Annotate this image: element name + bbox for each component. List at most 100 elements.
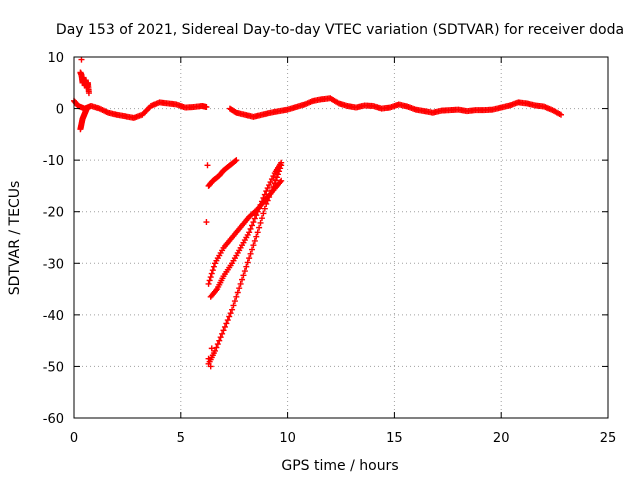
data-point — [230, 302, 237, 309]
data-point — [216, 337, 223, 344]
data-point — [208, 270, 215, 277]
data-point — [244, 259, 251, 266]
data-point — [253, 233, 260, 240]
data-point — [204, 162, 211, 169]
data-point — [205, 355, 212, 362]
data-point — [203, 219, 210, 226]
data-point — [271, 180, 278, 187]
y-tick-label: -60 — [43, 412, 64, 427]
x-tick-label: 15 — [386, 431, 403, 446]
data-point — [268, 176, 275, 183]
data-point — [206, 277, 213, 284]
data-point — [231, 298, 238, 305]
data-point — [247, 225, 254, 232]
x-tick-label: 10 — [279, 431, 296, 446]
data-point — [205, 280, 212, 287]
x-tick-label: 0 — [70, 431, 78, 446]
data-point — [223, 320, 230, 327]
data-point — [260, 194, 267, 201]
data-point — [257, 219, 264, 226]
data-point — [78, 56, 85, 63]
data-point — [277, 179, 284, 186]
series-early-spike — [77, 69, 92, 97]
y-tick-label: -30 — [43, 257, 64, 272]
data-point — [207, 363, 214, 370]
data-point — [83, 105, 90, 112]
data-point — [207, 274, 214, 281]
data-point — [267, 190, 274, 197]
data-point — [270, 183, 277, 190]
data-point — [264, 185, 271, 192]
data-point — [234, 289, 241, 296]
x-tick-label: 5 — [177, 431, 185, 446]
data-point — [237, 280, 244, 287]
data-point — [239, 276, 246, 283]
series-baseline-arc-a — [71, 97, 210, 121]
data-point — [213, 287, 220, 294]
data-point — [250, 219, 257, 226]
data-point — [246, 255, 253, 262]
data-point — [203, 104, 210, 111]
y-axis-title: SDTVAR / TECUs — [7, 181, 23, 296]
data-point — [251, 237, 258, 244]
data-point — [221, 323, 228, 330]
data-point — [227, 310, 234, 317]
data-point — [256, 224, 263, 231]
data-point — [266, 194, 273, 201]
series-descending-arc-lower — [207, 159, 285, 300]
data-point — [219, 330, 226, 337]
data-point — [250, 242, 257, 249]
data-point — [263, 188, 270, 195]
data-point — [209, 267, 216, 274]
data-point — [249, 222, 255, 229]
y-tick-label: -10 — [43, 154, 64, 169]
data-point — [266, 182, 273, 189]
data-point — [213, 344, 220, 351]
data-point — [273, 174, 280, 181]
data-point — [261, 191, 268, 198]
data-point — [274, 171, 281, 178]
data-point — [249, 246, 255, 253]
y-tick-label: -20 — [43, 206, 64, 221]
chart-title: Day 153 of 2021, Sidereal Day-to-day VTE… — [56, 22, 624, 38]
data-point — [211, 347, 218, 354]
data-point — [257, 201, 264, 208]
plot-frame — [73, 56, 609, 419]
data-point — [270, 173, 277, 180]
data-point — [233, 157, 240, 164]
data-point — [224, 317, 231, 324]
data-point — [256, 205, 263, 212]
y-tick-label: 0 — [56, 103, 64, 118]
data-point — [210, 263, 217, 270]
series-descending-arc-upper — [205, 157, 240, 189]
data-point — [236, 285, 243, 292]
data-point — [254, 208, 261, 215]
data-point — [263, 200, 270, 207]
data-point — [232, 158, 239, 165]
tick-labels: 0 5 10 15 20 25 -60 -50 -40 -30 -20 -10 0 10 — [43, 51, 617, 446]
data-point — [246, 229, 253, 236]
data-points — [71, 56, 565, 370]
ticks — [73, 56, 609, 419]
data-point — [258, 215, 265, 222]
data-point — [229, 306, 236, 313]
data-point — [260, 210, 267, 217]
x-axis-title: GPS time / hours — [281, 458, 398, 474]
data-point — [220, 327, 227, 334]
data-point — [272, 177, 279, 184]
data-point — [226, 313, 233, 320]
x-tick-label: 25 — [600, 431, 617, 446]
series-descending-arc-lowest — [205, 162, 285, 367]
data-point — [277, 165, 284, 172]
series-baseline-arc-b — [226, 95, 565, 120]
data-point — [264, 197, 271, 204]
data-point — [278, 177, 285, 184]
grid — [74, 57, 608, 418]
data-point — [276, 168, 283, 175]
data-point — [217, 334, 224, 341]
data-point — [254, 229, 261, 236]
y-tick-label: 10 — [47, 51, 64, 66]
data-point — [558, 111, 565, 118]
data-point — [233, 293, 240, 300]
